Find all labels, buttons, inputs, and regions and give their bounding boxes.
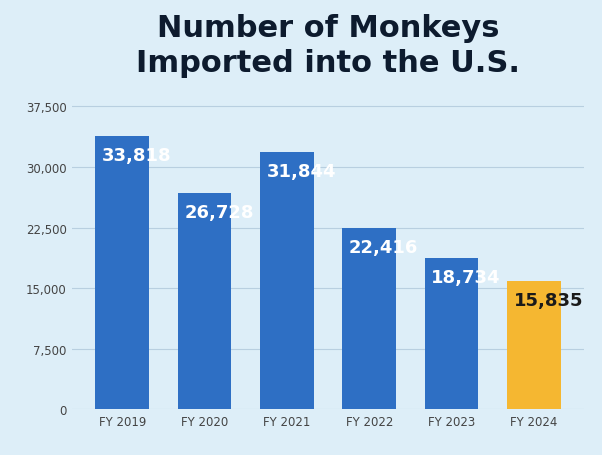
Bar bbox=[96, 137, 149, 410]
Text: 22,416: 22,416 bbox=[349, 238, 418, 256]
Text: 18,734: 18,734 bbox=[432, 268, 501, 286]
Bar bbox=[260, 153, 314, 410]
Bar bbox=[178, 194, 231, 410]
Bar bbox=[343, 229, 396, 410]
Bar bbox=[425, 258, 479, 410]
Title: Number of Monkeys
Imported into the U.S.: Number of Monkeys Imported into the U.S. bbox=[136, 14, 520, 78]
Text: 15,835: 15,835 bbox=[514, 292, 583, 309]
Text: 26,728: 26,728 bbox=[184, 204, 254, 222]
Text: 31,844: 31,844 bbox=[267, 162, 337, 180]
Text: 33,818: 33,818 bbox=[102, 147, 172, 164]
Bar bbox=[507, 282, 560, 410]
